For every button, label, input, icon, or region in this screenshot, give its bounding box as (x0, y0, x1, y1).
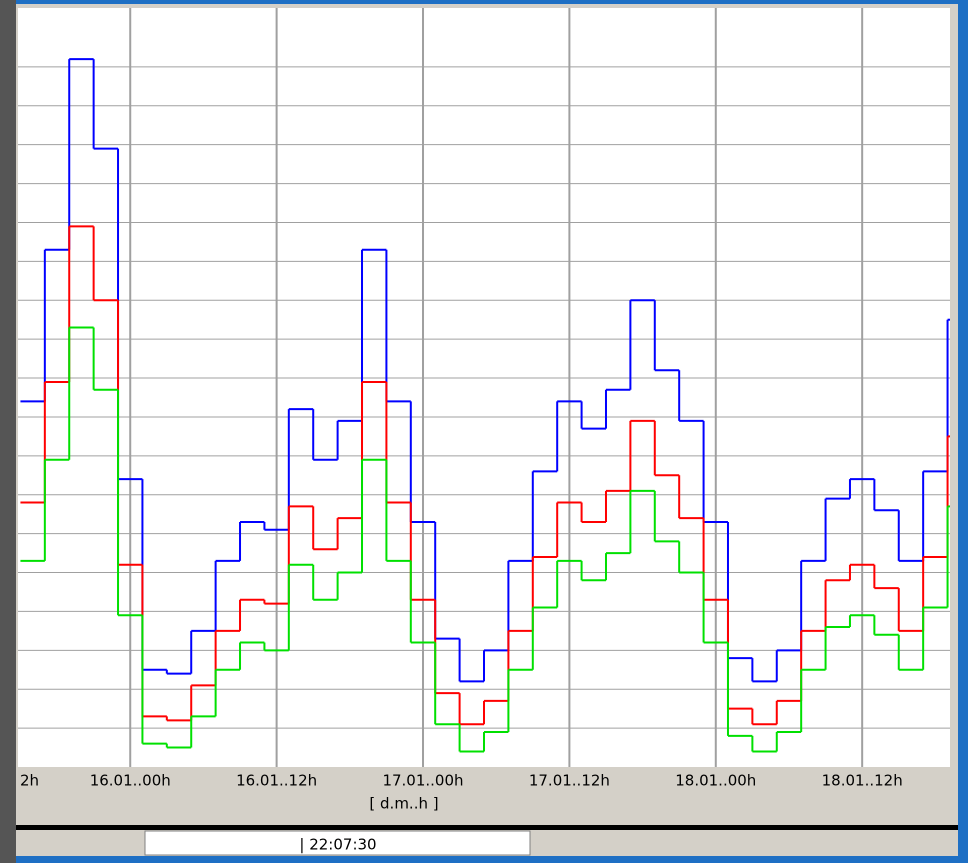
x-tick-label: 18.01..12h (822, 772, 903, 790)
x-tick-label: 17.01..12h (529, 772, 610, 790)
separator (16, 825, 958, 830)
x-tick-label: 18.01..00h (675, 772, 756, 790)
x-tick-label: 16.01..00h (90, 772, 171, 790)
x-axis-label: [ d.m..h ] (369, 795, 438, 813)
x-tick-label: 17.01..00h (382, 772, 463, 790)
status-time: | 22:07:30 (299, 836, 376, 854)
x-tick-label: 16.01..12h (236, 772, 317, 790)
background-strip (0, 0, 16, 863)
x-tick-label: 2h (20, 772, 39, 790)
app-window: [ d.m..h ] | 22:07:30 2h 16.01..00h 16.01.… (0, 0, 968, 863)
